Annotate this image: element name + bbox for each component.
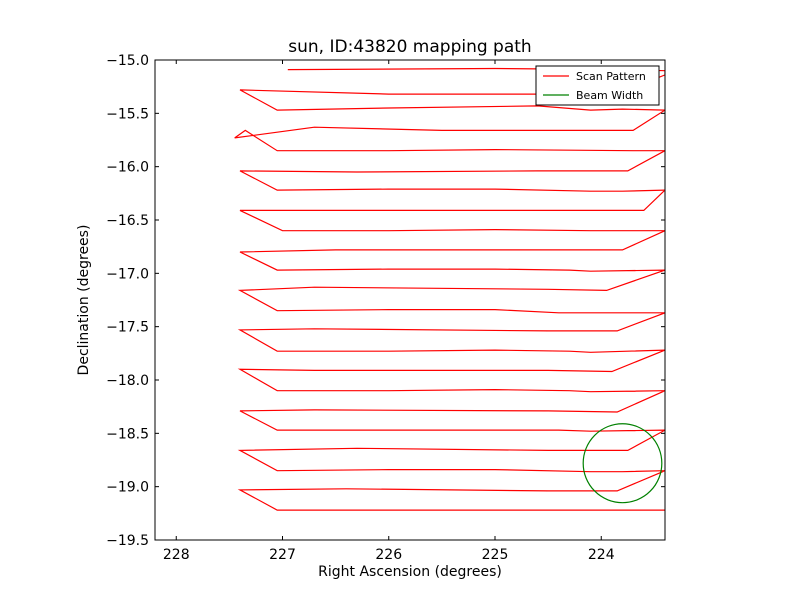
- y-tick-label: −16.5: [106, 213, 149, 229]
- x-axis-label: Right Ascension (degrees): [318, 564, 502, 580]
- y-tick-label: −18.0: [106, 373, 149, 389]
- y-axis-label: Declination (degrees): [76, 225, 92, 376]
- scan-pattern-line: [234, 67, 665, 511]
- x-tick-label: 226: [375, 547, 402, 563]
- y-tick-label: −17.0: [106, 266, 149, 282]
- x-tick-label: 224: [588, 547, 615, 563]
- legend-box: [535, 65, 660, 106]
- y-tick-label: −16.0: [106, 160, 149, 176]
- plot-content: [234, 67, 665, 511]
- y-tick-label: −19.0: [106, 480, 149, 496]
- beam-width-circle: [582, 423, 663, 504]
- legend-label-beam-width: Beam Width: [576, 89, 643, 102]
- legend: Scan Pattern Beam Width: [535, 65, 660, 106]
- legend-label-scan-pattern: Scan Pattern: [576, 70, 646, 83]
- plot-frame: [154, 59, 666, 541]
- y-tick-label: −19.5: [106, 533, 149, 549]
- y-tick-label: −17.5: [106, 320, 149, 336]
- x-tick-label: 228: [163, 547, 190, 563]
- axis-ticks: 228 227 226 225 224 −15.0 −15.5 −16.0 −16.5 −17.0…: [106, 53, 665, 563]
- y-tick-label: −18.5: [106, 426, 149, 442]
- x-tick-label: 227: [269, 547, 296, 563]
- chart-title: sun, ID:43820 mapping path: [288, 37, 531, 57]
- y-tick-label: −15.0: [106, 53, 149, 69]
- y-tick-label: −15.5: [106, 106, 149, 122]
- x-tick-label: 225: [482, 547, 509, 563]
